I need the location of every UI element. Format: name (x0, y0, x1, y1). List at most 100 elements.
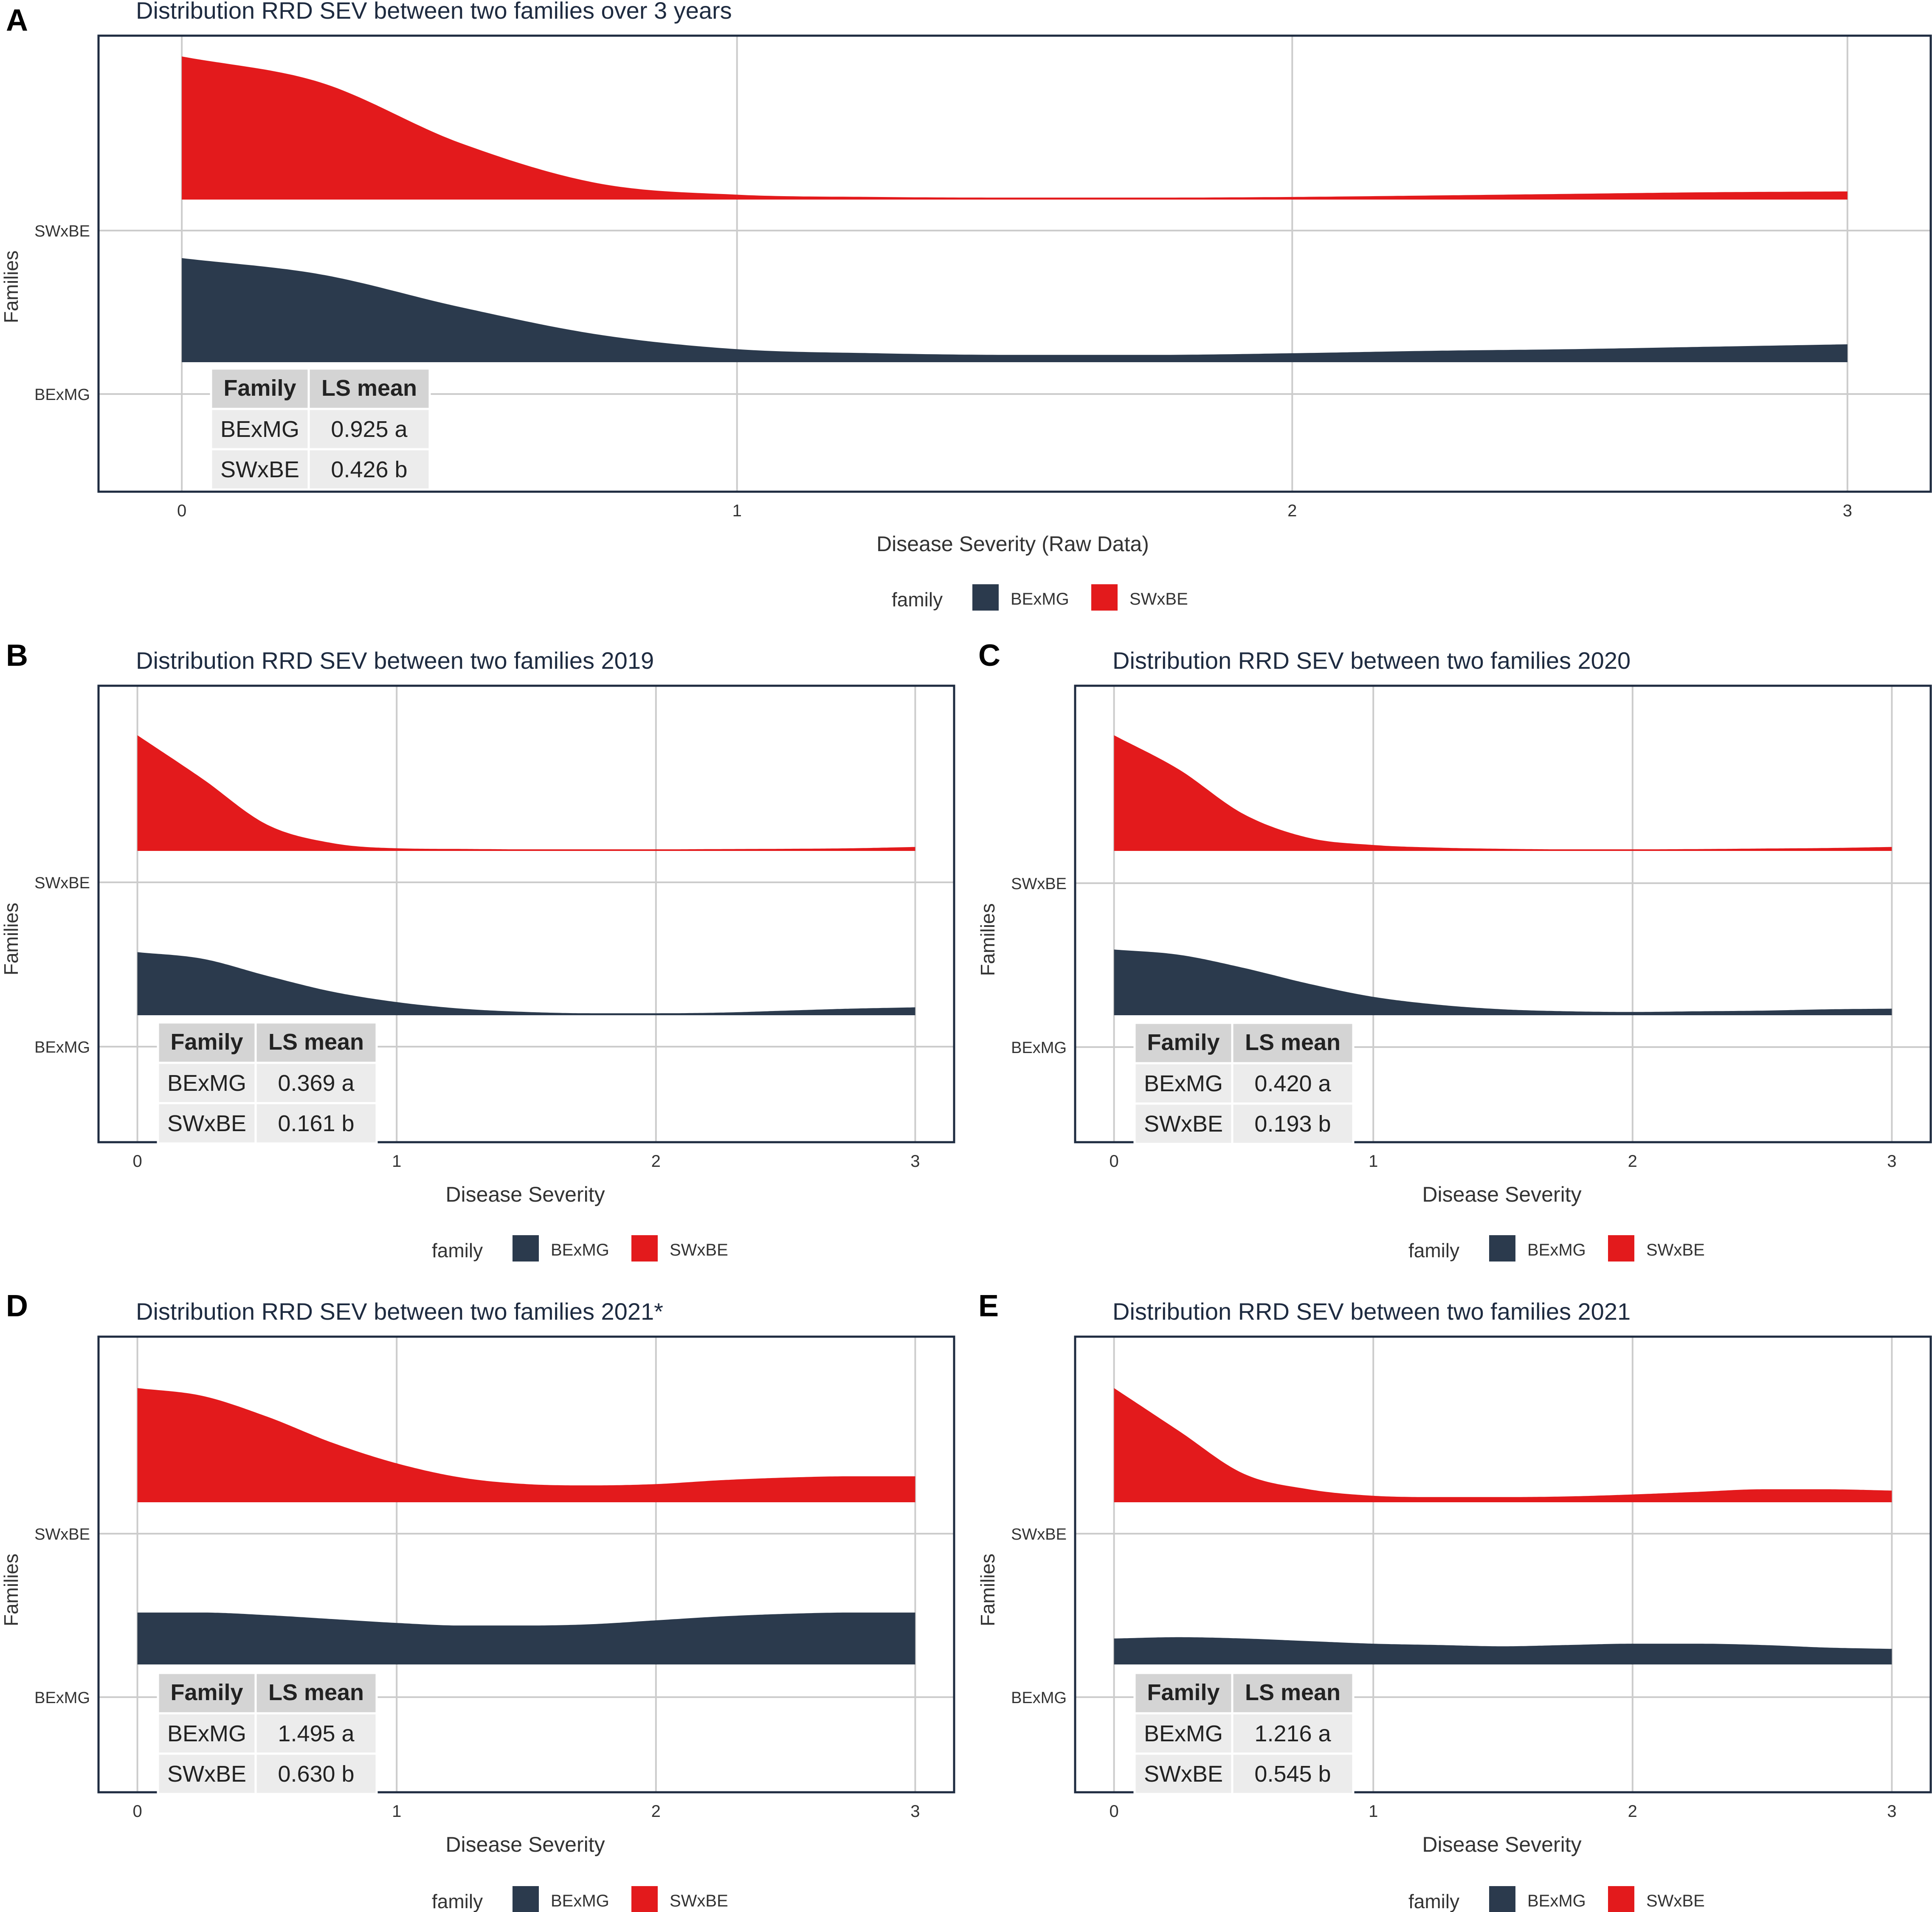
chart-title: Distribution RRD SEV between two familie… (136, 0, 732, 24)
density-ridge-swxbe (1114, 735, 1892, 851)
table-header-family: Family (170, 1680, 243, 1705)
density-ridge-bexmg (1114, 949, 1892, 1015)
table-family-name: BExMG (220, 417, 299, 442)
legend-label-bexmg: BExMG (1527, 1241, 1586, 1259)
panel-letter: D (6, 1289, 28, 1323)
legend-swatch-bexmg (1489, 1886, 1515, 1912)
x-tick-label: 0 (1109, 1802, 1118, 1821)
table-ls-mean-value: 0.369 a (278, 1070, 355, 1096)
plot-frame (97, 34, 1932, 493)
table-ls-mean-value: 0.420 a (1254, 1071, 1331, 1096)
table-header-lsmean: LS mean (321, 375, 417, 401)
table-family-name: BExMG (167, 1070, 246, 1096)
x-tick-label: 0 (132, 1152, 142, 1171)
x-tick-label: 2 (1628, 1152, 1637, 1171)
x-tick-label: 2 (1628, 1802, 1637, 1821)
y-tick-label: BExMG (1011, 1689, 1067, 1707)
table-body-cell (254, 1062, 378, 1104)
legend-swatch-bexmg (513, 1886, 539, 1912)
x-tick-label: 3 (1887, 1152, 1896, 1171)
x-axis-label: Disease Severity (Raw Data) (876, 532, 1149, 556)
table-ls-mean-value: 1.495 a (278, 1721, 355, 1746)
plot-frame (1074, 684, 1932, 1143)
x-tick-label: 3 (910, 1152, 920, 1171)
legend-title: family (1408, 1890, 1459, 1912)
table-header-lsmean: LS mean (1245, 1680, 1341, 1705)
legend-title: family (432, 1890, 483, 1912)
table-ls-mean-value: 0.630 b (278, 1761, 354, 1787)
legend-swatch-swxbe (631, 1886, 658, 1912)
legend-swatch-swxbe (1608, 1235, 1634, 1262)
table-header-family: Family (1147, 1680, 1219, 1705)
table-family-name: SWxBE (167, 1761, 246, 1787)
legend-label-swxbe: SWxBE (670, 1241, 728, 1259)
legend-swatch-bexmg (513, 1235, 539, 1262)
panel-c: C Distribution RRD SEV between two famili… (977, 639, 1932, 1262)
table-header-cell (157, 1672, 257, 1715)
legend-label-swxbe: SWxBE (1129, 590, 1188, 608)
x-tick-label: 3 (1887, 1802, 1896, 1821)
x-tick-label: 0 (1109, 1152, 1118, 1171)
table-header-cell (1231, 1022, 1355, 1064)
x-axis-label: Disease Severity (445, 1833, 605, 1856)
table-body-cell (210, 408, 310, 451)
density-ridge-bexmg (182, 258, 1848, 362)
legend-label-swxbe: SWxBE (670, 1892, 728, 1910)
x-tick-label: 3 (910, 1802, 920, 1821)
table-body-cell (1133, 1712, 1234, 1755)
ls-mean-table: Family LS mean BExMG 1.495 a SWxBE 0.630 b (157, 1672, 378, 1795)
legend-label-bexmg: BExMG (1527, 1892, 1586, 1910)
table-header-lsmean: LS mean (268, 1680, 364, 1705)
panel-a: A Distribution RRD SEV between two famili… (0, 0, 1932, 611)
table-header-lsmean: LS mean (1245, 1030, 1341, 1055)
panel-letter: A (6, 3, 28, 37)
y-tick-label: SWxBE (34, 222, 90, 240)
density-ridge-bexmg (1114, 1637, 1892, 1664)
panel-letter: C (978, 639, 1000, 673)
table-ls-mean-value: 0.925 a (331, 417, 408, 442)
table-body-cell (254, 1102, 378, 1145)
legend-label-bexmg: BExMG (551, 1892, 609, 1910)
x-tick-label: 1 (732, 501, 742, 520)
table-family-name: SWxBE (167, 1111, 246, 1136)
legend-title: family (892, 589, 943, 611)
ls-mean-table: Family LS mean BExMG 0.369 a SWxBE 0.161 b (157, 1021, 378, 1145)
table-ls-mean-value: 0.161 b (278, 1111, 354, 1136)
x-tick-label: 0 (177, 501, 186, 520)
y-axis-label: Families (977, 1554, 999, 1626)
legend-swatch-swxbe (1091, 584, 1118, 611)
table-family-name: SWxBE (1144, 1761, 1223, 1787)
x-tick-label: 1 (392, 1152, 401, 1171)
chart-legend: family BExMG SWxBE (432, 1235, 728, 1262)
y-tick-label: BExMG (34, 1689, 90, 1707)
y-tick-label: SWxBE (1011, 1526, 1067, 1543)
table-family-name: BExMG (167, 1721, 246, 1746)
x-tick-label: 0 (132, 1802, 142, 1821)
y-axis-label: Families (0, 903, 22, 975)
y-tick-label: SWxBE (34, 1526, 90, 1543)
table-body-cell (254, 1752, 378, 1795)
legend-title: family (1408, 1239, 1459, 1262)
panel-e: E Distribution RRD SEV between two famili… (977, 1289, 1932, 1912)
chart-title: Distribution RRD SEV between two familie… (1112, 1298, 1631, 1325)
y-tick-label: BExMG (34, 1039, 90, 1056)
y-tick-label: BExMG (34, 386, 90, 404)
chart-title: Distribution RRD SEV between two familie… (136, 1298, 663, 1325)
y-axis-label: Families (977, 903, 999, 976)
panel-b: B Distribution RRD SEV between two famili… (0, 639, 955, 1262)
panel-letter: E (978, 1289, 999, 1323)
table-body-cell (254, 1712, 378, 1755)
density-ridge-swxbe (182, 56, 1848, 200)
chart-legend: family BExMG SWxBE (892, 584, 1188, 611)
legend-title: family (432, 1239, 483, 1262)
table-family-name: SWxBE (220, 457, 299, 482)
legend-label-bexmg: BExMG (551, 1241, 609, 1259)
table-header-family: Family (170, 1029, 243, 1055)
table-header-cell (254, 1672, 378, 1715)
plot-frame (1074, 1335, 1932, 1794)
x-tick-label: 1 (1369, 1802, 1378, 1821)
legend-label-bexmg: BExMG (1011, 590, 1069, 608)
table-body-cell (1133, 1102, 1234, 1145)
table-header-lsmean: LS mean (268, 1029, 364, 1055)
